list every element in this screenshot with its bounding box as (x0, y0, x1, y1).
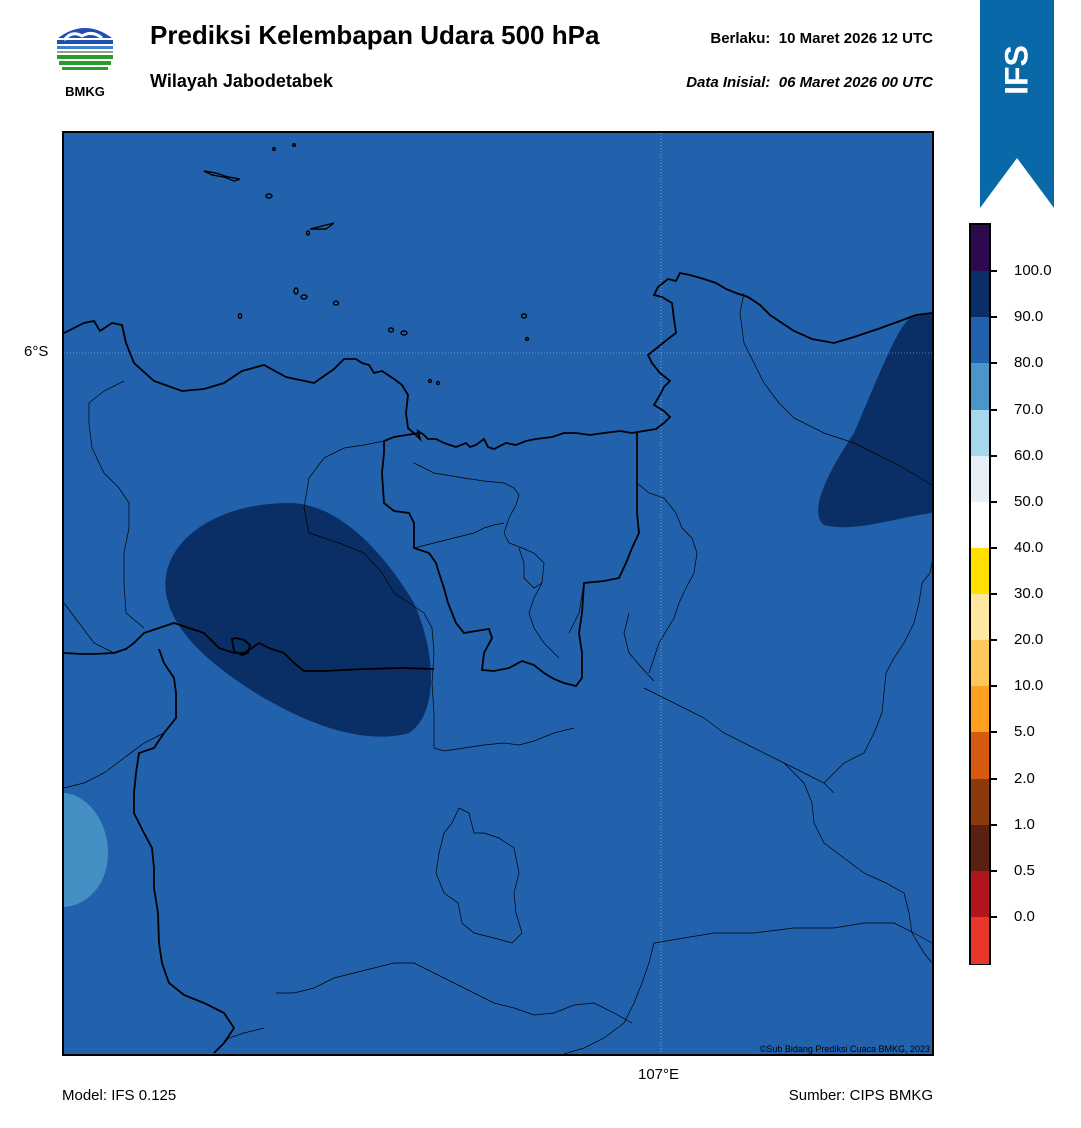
colorbar-segment (971, 271, 989, 318)
latitude-label: 6°S (24, 343, 49, 360)
colorbar-tick-label: 90.0 (1014, 308, 1044, 326)
colorbar-tick (991, 915, 997, 918)
map-subtitle: Wilayah Jabodetabek (150, 71, 333, 91)
valid-value: 10 Maret 2026 12 UTC (778, 30, 933, 47)
regency-boundaries (64, 292, 932, 1054)
colorbar-segment (971, 824, 989, 872)
colorbar-tick-label: 5.0 (1014, 723, 1035, 741)
colorbar-tick (991, 270, 997, 273)
colorbar-tick-label: 0.5 (1014, 861, 1035, 879)
init-time: Data Inisial: 06 Maret 2026 00 UTC (686, 74, 933, 91)
colorbar-tick (991, 777, 997, 780)
ifs-ribbon (980, 0, 1054, 208)
colorbar-segment (971, 317, 989, 364)
valid-time: Berlaku: 10 Maret 2026 12 UTC (710, 30, 933, 47)
province-boundaries (64, 432, 640, 1054)
colorbar-tick-label: 70.0 (1014, 400, 1044, 418)
longitude-label: 107°E (638, 1066, 680, 1083)
colorbar (969, 223, 991, 965)
colorbar-segment (971, 686, 989, 733)
coastline (64, 271, 932, 450)
colorbar-tick-label: 30.0 (1014, 585, 1044, 602)
colorbar-tick (991, 546, 997, 549)
colorbar-segment (971, 916, 989, 964)
humidity-90-100-northeast (818, 313, 932, 528)
colorbar-segment (971, 870, 989, 918)
colorbar-tick-label: 80.0 (1014, 354, 1044, 372)
colorbar-segment (971, 501, 989, 549)
colorbar-tick (991, 823, 997, 826)
map-canvas (64, 133, 932, 1054)
colorbar-tick-label: 50.0 (1014, 492, 1044, 510)
colorbar-segment (971, 363, 989, 410)
humidity-70-80-southwest (64, 793, 108, 907)
colorbar-segment (971, 225, 989, 272)
model-info: Model: IFS 0.125 (62, 1087, 177, 1104)
colorbar-segment (971, 409, 989, 457)
colorbar-segment (971, 778, 989, 826)
colorbar-tick (991, 454, 997, 457)
colorbar-segment (971, 732, 989, 779)
map-title: Prediksi Kelembapan Udara 500 hPa (150, 20, 600, 50)
colorbar-tick (991, 685, 997, 688)
colorbar-tick (991, 362, 997, 365)
bmkg-logo: BMKG (52, 20, 118, 102)
colorbar-segment (971, 547, 989, 595)
colorbar-tick (991, 500, 997, 503)
colorbar-tick (991, 869, 997, 872)
colorbar-tick (991, 408, 997, 411)
valid-label: Berlaku: (710, 30, 771, 47)
colorbar-segment (971, 455, 989, 503)
colorbar-tick-label: 2.0 (1014, 769, 1035, 787)
bmkg-emblem-icon (55, 21, 115, 81)
colorbar-segment (971, 594, 989, 641)
ifs-badge: IFS (998, 45, 1035, 95)
init-label: Data Inisial: (686, 74, 771, 91)
thousand-islands (203, 142, 530, 386)
data-source: Sumber: CIPS BMKG (788, 1087, 933, 1104)
colorbar-tick-label: 20.0 (1014, 631, 1044, 649)
colorbar-tick-label: 40.0 (1014, 538, 1044, 556)
colorbar-tick (991, 731, 997, 734)
colorbar-tick (991, 316, 997, 319)
colorbar-segment (971, 640, 989, 687)
copyright-notice: ©Sub Bidang Prediksi Cuaca BMKG, 2023 (759, 1044, 930, 1054)
colorbar-tick-label: 60.0 (1014, 446, 1044, 464)
colorbar-tick-label: 1.0 (1014, 815, 1035, 833)
map-panel[interactable]: ©Sub Bidang Prediksi Cuaca BMKG, 2023 (62, 131, 934, 1056)
humidity-90-100-west (165, 503, 432, 737)
colorbar-tick (991, 593, 997, 595)
colorbar-tick-label: 10.0 (1014, 677, 1044, 695)
init-value: 06 Maret 2026 00 UTC (778, 74, 933, 91)
colorbar-tick-label: 100.0 (1014, 262, 1052, 280)
colorbar-tick-label: 0.0 (1014, 907, 1035, 925)
colorbar-tick (991, 639, 997, 642)
logo-text: BMKG (65, 84, 105, 99)
